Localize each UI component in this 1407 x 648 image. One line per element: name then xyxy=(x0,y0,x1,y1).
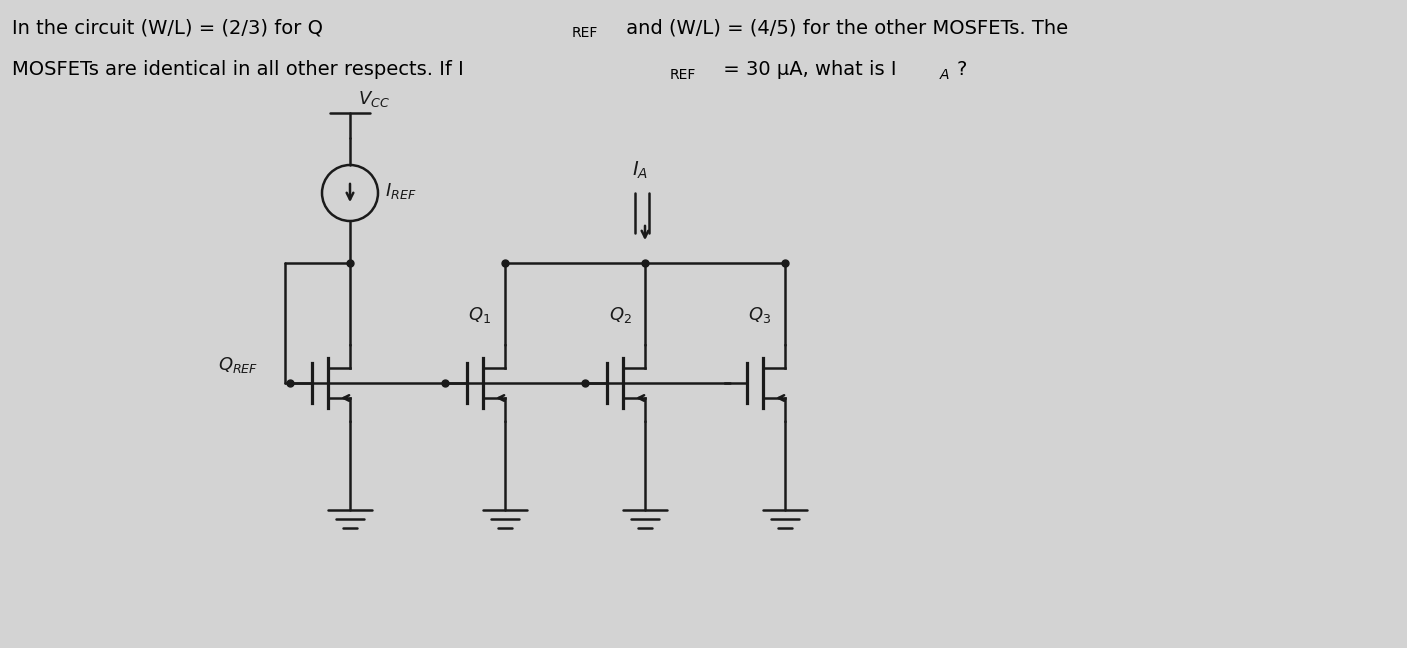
Text: ?: ? xyxy=(957,60,968,79)
Text: In the circuit (W/L) = (2/3) for Q: In the circuit (W/L) = (2/3) for Q xyxy=(13,18,324,37)
Text: $V_{CC}$: $V_{CC}$ xyxy=(357,89,390,109)
Text: REF: REF xyxy=(670,68,696,82)
Text: = 30 μA, what is I: = 30 μA, what is I xyxy=(718,60,896,79)
Text: MOSFETs are identical in all other respects. If I: MOSFETs are identical in all other respe… xyxy=(13,60,464,79)
Text: $I_A$: $I_A$ xyxy=(632,159,649,181)
Text: $Q_{REF}$: $Q_{REF}$ xyxy=(218,355,257,375)
Text: $Q_2$: $Q_2$ xyxy=(609,305,632,325)
Text: $I_{REF}$: $I_{REF}$ xyxy=(386,181,416,201)
Text: REF: REF xyxy=(573,26,598,40)
Text: and (W/L) = (4/5) for the other MOSFETs. The: and (W/L) = (4/5) for the other MOSFETs.… xyxy=(620,18,1068,37)
Text: A: A xyxy=(940,68,950,82)
Text: $Q_3$: $Q_3$ xyxy=(749,305,771,325)
Text: $Q_1$: $Q_1$ xyxy=(469,305,491,325)
